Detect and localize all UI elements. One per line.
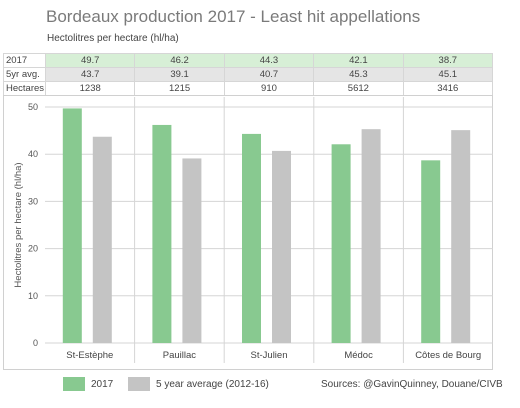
table-cell: 46.2 <box>134 53 225 68</box>
table-subtitle: Hectolitres per hectare (hl/ha) <box>47 33 179 44</box>
x-tick-label: Pauillac <box>163 350 197 361</box>
x-tick-label: Côtes de Bourg <box>415 350 481 361</box>
y-axis-label: Hectolitres per hectare (hl/ha) <box>13 162 24 287</box>
x-tick-label: St-Julien <box>251 350 288 361</box>
legend: 2017 5 year average (2012-16) Sources: @… <box>0 377 520 397</box>
bar-2017 <box>62 108 82 343</box>
table-cell: 43.7 <box>44 67 136 82</box>
bar-2017 <box>421 160 441 343</box>
legend-swatch-avg <box>128 377 150 391</box>
table-row-5yr-avg: 5yr avg. 43.7 39.1 40.7 45.3 45.1 <box>3 67 494 82</box>
table-cell: 5612 <box>313 81 404 96</box>
chart-title: Bordeaux production 2017 - Least hit app… <box>46 7 421 26</box>
chart-frame <box>3 95 493 370</box>
legend-swatch-2017 <box>63 377 85 391</box>
table-cell: 1238 <box>44 81 136 96</box>
bar-5yr-avg <box>272 150 291 343</box>
y-tick-label: 40 <box>28 149 38 159</box>
bar-2017 <box>152 124 172 343</box>
table-cell: 3416 <box>402 81 494 96</box>
table-cell: 39.1 <box>134 67 225 82</box>
bar-2017 <box>331 144 351 343</box>
y-tick-label: 10 <box>28 291 38 301</box>
y-tick-label: 50 <box>28 102 38 112</box>
y-tick-label: 0 <box>33 338 38 348</box>
x-tick-label: Médoc <box>344 350 373 361</box>
bar-5yr-avg <box>182 158 202 343</box>
sources-note: Sources: @GavinQuinney, Douane/CIVB <box>321 379 503 390</box>
y-tick-label: 20 <box>28 244 38 254</box>
legend-label-avg: 5 year average (2012-16) <box>156 379 269 390</box>
row-label: 5yr avg. <box>3 67 46 82</box>
legend-label-2017: 2017 <box>91 379 114 390</box>
bar-5yr-avg <box>361 129 381 343</box>
table-row-2017: 2017 49.7 46.2 44.3 42.1 38.7 <box>3 53 494 68</box>
table-cell: 49.7 <box>44 53 136 68</box>
table-cell: 44.3 <box>223 53 315 68</box>
table-cell: 910 <box>223 81 315 96</box>
table-cell: 45.3 <box>313 67 404 82</box>
y-tick-label: 30 <box>28 196 38 206</box>
bar-5yr-avg <box>92 136 112 343</box>
bar-2017 <box>242 133 261 343</box>
x-tick-label: St-Estèphe <box>66 350 113 361</box>
bar-5yr-avg <box>451 130 471 343</box>
